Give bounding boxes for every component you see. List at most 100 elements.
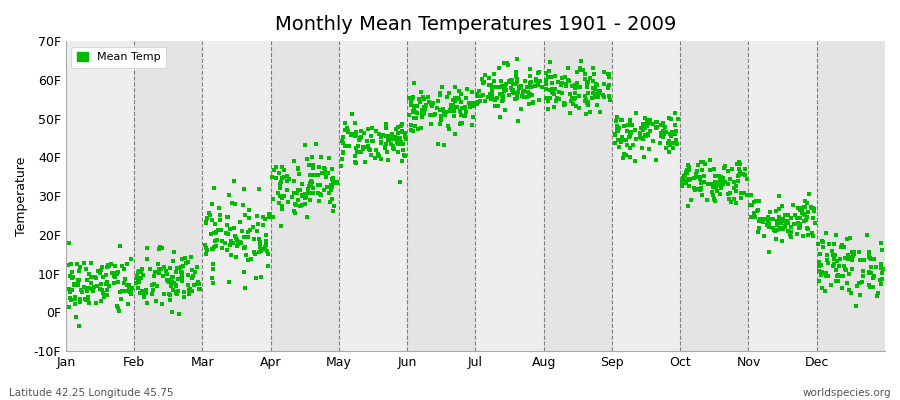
Point [298, 191, 312, 197]
Point [303, 190, 318, 196]
Point [506, 89, 520, 96]
Point [257, 216, 272, 223]
Point [155, 245, 169, 251]
Point [442, 126, 456, 132]
Point [680, 202, 695, 209]
Point [819, 230, 833, 236]
Point [220, 230, 234, 236]
Point [391, 137, 405, 143]
Point [211, 226, 225, 233]
Point [557, 100, 572, 106]
Point [208, 221, 222, 228]
Point [812, 260, 826, 266]
Point [422, 99, 436, 105]
Point [428, 112, 442, 118]
Point [226, 240, 240, 247]
Point [248, 236, 262, 243]
Point [540, 98, 554, 104]
Point [799, 216, 814, 223]
Point [256, 222, 270, 229]
Point [773, 225, 788, 231]
Point [391, 124, 405, 130]
Point [416, 94, 430, 100]
Point [597, 93, 611, 100]
Point [570, 80, 584, 86]
Point [478, 72, 492, 78]
Point [418, 96, 432, 102]
Point [768, 228, 782, 234]
Point [723, 176, 737, 182]
Point [769, 235, 783, 242]
Point [833, 244, 848, 250]
Point [610, 114, 625, 121]
Point [66, 274, 80, 280]
Point [170, 289, 184, 295]
Point [225, 200, 239, 207]
Point [781, 212, 796, 219]
Point [362, 146, 376, 152]
Point [509, 91, 524, 97]
Point [403, 96, 418, 102]
Point [240, 257, 255, 264]
Point [334, 162, 348, 169]
Point [866, 275, 880, 282]
Bar [680, 41, 749, 351]
Point [385, 144, 400, 151]
Point [185, 266, 200, 273]
Text: Latitude 42.25 Longitude 45.75: Latitude 42.25 Longitude 45.75 [9, 388, 174, 398]
Point [130, 278, 145, 284]
Point [81, 284, 95, 291]
Point [805, 230, 819, 236]
Point [626, 142, 640, 149]
Point [493, 78, 508, 84]
Point [808, 220, 823, 226]
Point [444, 103, 458, 110]
Point [861, 270, 876, 276]
Point [842, 287, 857, 293]
Point [464, 122, 479, 128]
Point [668, 110, 682, 116]
Point [168, 283, 183, 289]
Point [623, 116, 637, 123]
Point [306, 185, 320, 192]
Point [276, 193, 291, 200]
Point [393, 135, 408, 141]
Point [252, 249, 266, 256]
Point [94, 267, 108, 273]
Point [379, 121, 393, 127]
Point [274, 185, 288, 192]
Point [867, 256, 881, 262]
Point [397, 152, 411, 158]
Point [640, 118, 654, 124]
Point [432, 89, 446, 96]
Point [163, 297, 177, 304]
Point [694, 185, 708, 191]
Point [374, 139, 388, 145]
Point [86, 288, 100, 294]
Point [745, 202, 760, 208]
Point [591, 94, 606, 100]
Point [732, 172, 746, 179]
Point [499, 107, 513, 113]
Point [292, 203, 307, 210]
Point [294, 181, 309, 187]
Point [786, 201, 800, 208]
Point [437, 108, 452, 115]
Point [683, 176, 698, 182]
Point [381, 133, 395, 140]
Point [407, 105, 421, 111]
Point [80, 277, 94, 283]
Point [793, 221, 807, 228]
Point [135, 290, 149, 296]
Point [687, 175, 701, 181]
Point [413, 89, 428, 95]
Point [650, 124, 664, 130]
Point [747, 210, 761, 216]
Point [688, 187, 702, 193]
Point [482, 91, 497, 97]
Point [675, 178, 689, 184]
Point [179, 260, 194, 267]
Point [313, 154, 328, 160]
Point [678, 180, 692, 186]
Point [310, 172, 325, 178]
